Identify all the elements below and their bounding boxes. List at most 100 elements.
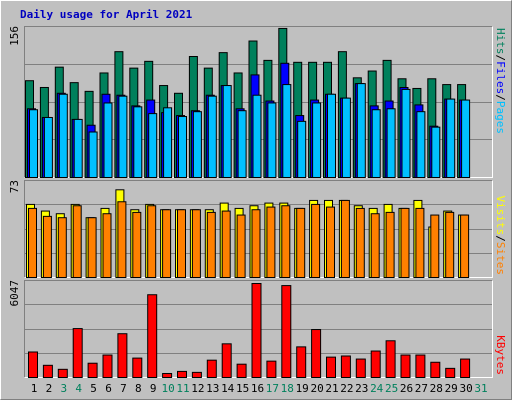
bar	[311, 203, 321, 278]
bar	[385, 340, 396, 378]
x-tick-label: 14	[221, 382, 235, 395]
bar	[206, 211, 216, 278]
bar	[207, 95, 217, 178]
x-tick-label: 23	[355, 382, 368, 395]
x-tick-label: 15	[236, 382, 249, 395]
bar	[236, 214, 246, 278]
bar	[251, 209, 261, 278]
bar	[252, 94, 262, 178]
x-tick-label: 18	[281, 382, 294, 395]
bar	[326, 206, 335, 279]
x-tick-label: 26	[400, 382, 413, 395]
bar	[192, 111, 202, 178]
legend-entry: Hits	[494, 28, 507, 55]
x-tick-label: 20	[310, 382, 323, 395]
bar	[341, 97, 351, 178]
bar	[103, 102, 113, 178]
bar	[42, 215, 52, 278]
legend: Visits/Sites	[494, 196, 507, 276]
bar	[445, 367, 456, 379]
bar	[191, 209, 201, 278]
bar	[102, 354, 113, 378]
bar	[177, 370, 187, 379]
x-tick-label: 29	[445, 382, 458, 395]
bar	[430, 361, 441, 379]
x-tick-label: 1	[31, 382, 38, 395]
bar	[133, 106, 143, 178]
bar	[296, 207, 306, 279]
x-tick-label: 8	[135, 382, 142, 395]
bar	[370, 350, 381, 378]
legend-entry: Files	[494, 61, 507, 94]
bar	[178, 116, 187, 179]
bar	[282, 84, 292, 178]
bar	[460, 214, 470, 278]
x-tick-label: 12	[191, 382, 204, 395]
legend-entry: Pages	[494, 101, 507, 134]
chart-title: Daily usage for April 2021	[20, 8, 193, 21]
bar	[356, 83, 366, 178]
bar	[236, 363, 247, 379]
bar	[266, 206, 276, 279]
bar	[73, 118, 83, 179]
bar	[222, 85, 232, 178]
bar	[461, 99, 471, 178]
bar	[191, 371, 202, 379]
bar	[340, 355, 351, 378]
y-tick-label: 156	[8, 26, 21, 46]
bar	[162, 209, 172, 278]
bar	[445, 211, 455, 278]
legend-entry: KBytes	[494, 335, 507, 375]
bar	[132, 357, 143, 378]
bar	[400, 207, 410, 279]
bar	[326, 356, 336, 379]
bar	[162, 372, 173, 378]
bar	[72, 328, 83, 379]
bar	[118, 95, 128, 178]
bar	[386, 108, 396, 178]
bar	[28, 207, 37, 279]
legend-entry: Visits	[494, 196, 507, 236]
x-tick-label: 10	[161, 382, 174, 395]
x-tick-label: 19	[296, 382, 309, 395]
x-tick-label: 24	[370, 382, 384, 395]
bar	[446, 98, 456, 178]
bar	[43, 116, 53, 179]
x-tick-label: 6	[105, 382, 112, 395]
bar	[297, 120, 307, 178]
x-tick-label: 25	[385, 382, 398, 395]
x-tick-label: 11	[176, 382, 189, 395]
bar	[72, 205, 82, 279]
bar	[206, 359, 217, 379]
bar	[400, 354, 411, 378]
x-tick-label: 13	[206, 382, 219, 395]
bar	[42, 364, 53, 379]
bar	[431, 126, 441, 178]
bar	[102, 213, 112, 278]
legend-entry: Sites	[494, 242, 507, 275]
bar	[88, 131, 98, 178]
bar	[385, 211, 395, 278]
x-tick-label: 4	[75, 382, 82, 395]
x-tick-label: 21	[325, 382, 338, 395]
x-tick-label: 16	[251, 382, 264, 395]
bar	[29, 109, 38, 178]
x-tick-label: 17	[266, 382, 279, 395]
x-tick-label: 31	[474, 382, 487, 395]
bar	[281, 205, 291, 279]
bar	[370, 213, 380, 278]
bar	[147, 205, 157, 279]
legend: KBytes	[494, 335, 507, 375]
x-tick-label: 7	[120, 382, 127, 395]
legend-separator: /	[494, 235, 507, 242]
x-tick-label: 27	[415, 382, 428, 395]
bar	[58, 93, 68, 178]
bar	[355, 207, 365, 279]
bar	[355, 358, 366, 378]
bar	[147, 294, 158, 378]
legend: Hits/Files/Pages	[494, 28, 507, 134]
legend-separator: /	[494, 94, 507, 101]
bar	[221, 343, 232, 378]
